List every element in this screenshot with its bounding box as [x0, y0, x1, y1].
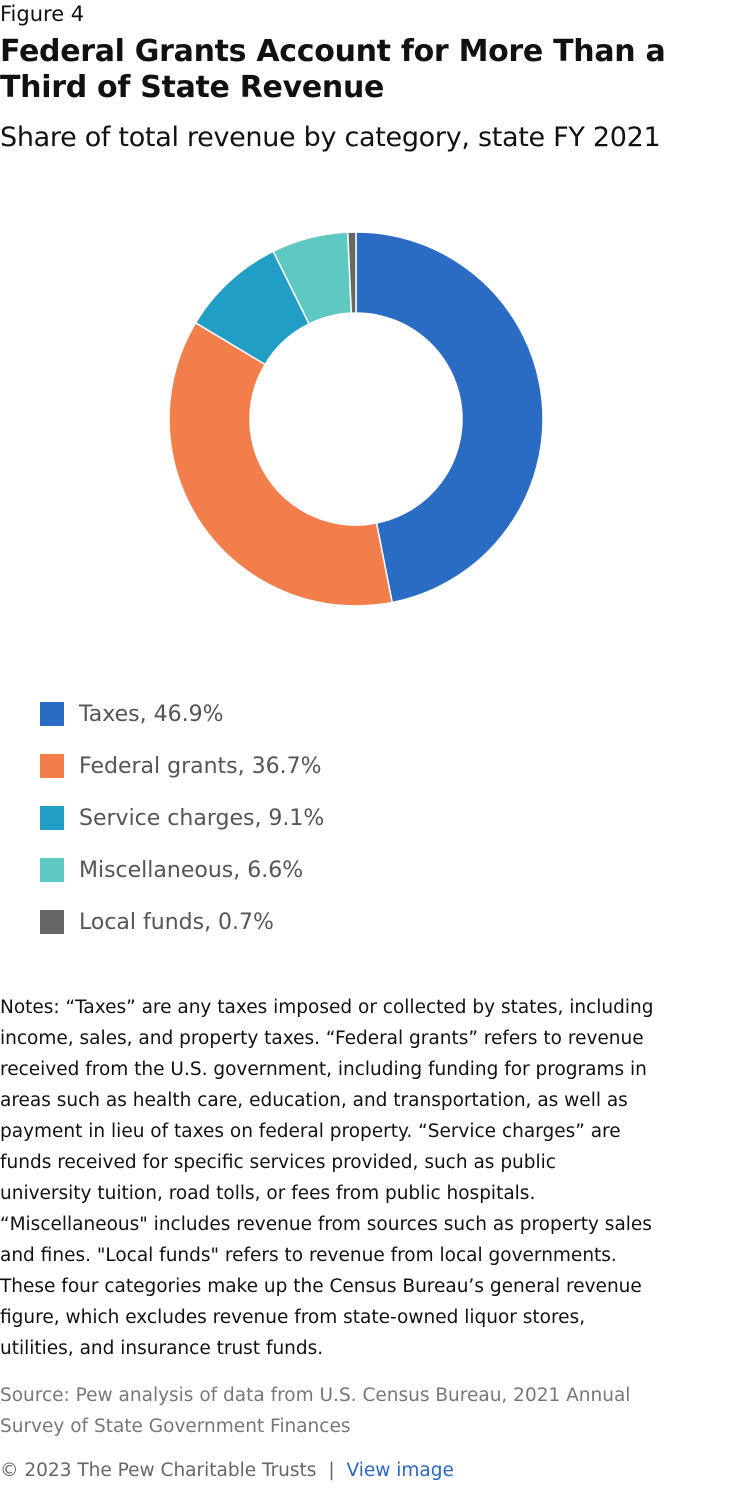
- donut-chart: [168, 231, 544, 607]
- footer: © 2023 The Pew Charitable Trusts | View …: [0, 1460, 454, 1481]
- chart-notes: Notes: “Taxes” are any taxes imposed or …: [0, 997, 654, 1359]
- copyright-text: © 2023 The Pew Charitable Trusts: [0, 1460, 317, 1481]
- legend-item-service-charges: Service charges, 9.1%: [40, 792, 324, 844]
- slice-taxes: [355, 231, 544, 604]
- chart-source: Source: Pew analysis of data from U.S. C…: [0, 1385, 631, 1437]
- slice-local-funds: [346, 231, 357, 314]
- legend-item-federal-grants: Federal grants, 36.7%: [40, 740, 324, 792]
- chart-title: Federal Grants Account for More Than a T…: [0, 34, 666, 105]
- legend-item-taxes: Taxes, 46.9%: [40, 688, 324, 740]
- legend-swatch: [40, 806, 64, 830]
- footer-separator: |: [328, 1460, 335, 1481]
- legend-label: Service charges, 9.1%: [79, 805, 325, 831]
- legend-swatch: [40, 702, 64, 726]
- legend-label: Taxes, 46.9%: [79, 701, 224, 727]
- legend-swatch: [40, 858, 64, 882]
- legend-item-local-funds: Local funds, 0.7%: [40, 896, 324, 948]
- legend-swatch: [40, 910, 64, 934]
- view-image-link[interactable]: View image: [346, 1460, 454, 1481]
- legend-swatch: [40, 754, 64, 778]
- slice-federal-grants: [168, 321, 394, 607]
- legend-label: Local funds, 0.7%: [79, 909, 274, 935]
- legend-label: Miscellaneous, 6.6%: [79, 857, 304, 883]
- chart-legend: Taxes, 46.9% Federal grants, 36.7% Service…: [40, 688, 324, 948]
- legend-label: Federal grants, 36.7%: [79, 753, 322, 779]
- figure-label: Figure 4: [0, 2, 85, 26]
- legend-item-miscellaneous: Miscellaneous, 6.6%: [40, 844, 324, 896]
- chart-subtitle: Share of total revenue by category, stat…: [0, 122, 661, 153]
